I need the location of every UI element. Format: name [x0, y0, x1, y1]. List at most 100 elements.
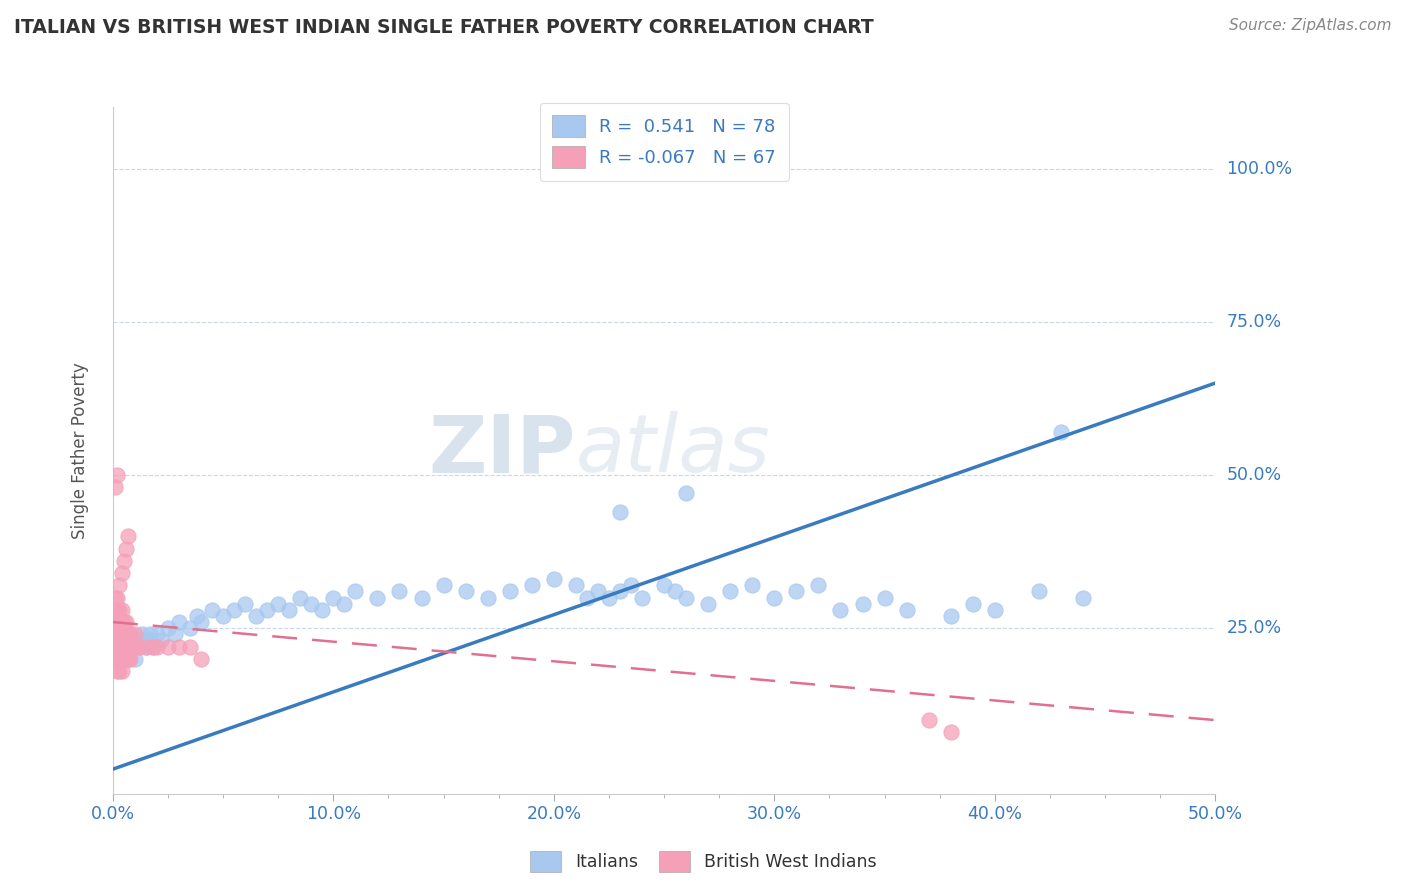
Point: [121, 640, 143, 654]
Point: [108, 615, 131, 629]
Point: [146, 627, 169, 641]
Point: [117, 646, 139, 660]
Point: [111, 615, 134, 629]
Text: ITALIAN VS BRITISH WEST INDIAN SINGLE FATHER POVERTY CORRELATION CHART: ITALIAN VS BRITISH WEST INDIAN SINGLE FA…: [14, 18, 873, 37]
Point: [124, 627, 146, 641]
Point: [233, 597, 256, 611]
Text: atlas: atlas: [576, 411, 770, 490]
Point: [108, 627, 131, 641]
Point: [105, 664, 128, 678]
Point: [105, 603, 128, 617]
Point: [167, 640, 190, 654]
Point: [101, 640, 124, 654]
Point: [984, 603, 1007, 617]
Point: [1071, 591, 1094, 605]
Point: [112, 640, 135, 654]
Point: [111, 640, 134, 654]
Point: [156, 640, 179, 654]
Point: [115, 541, 138, 556]
Point: [388, 584, 411, 599]
Point: [807, 578, 830, 592]
Point: [167, 615, 190, 629]
Point: [105, 640, 128, 654]
Point: [128, 640, 150, 654]
Text: 100.0%: 100.0%: [1226, 160, 1292, 178]
Point: [179, 621, 201, 635]
Point: [104, 640, 127, 654]
Point: [120, 640, 142, 654]
Point: [104, 615, 127, 629]
Point: [135, 640, 157, 654]
Point: [127, 633, 149, 648]
Point: [104, 603, 127, 617]
Point: [108, 578, 131, 592]
Point: [115, 640, 138, 654]
Point: [105, 627, 128, 641]
Point: [939, 609, 962, 624]
Point: [117, 652, 139, 666]
Point: [664, 584, 686, 599]
Point: [278, 603, 301, 617]
Point: [141, 640, 163, 654]
Point: [108, 640, 131, 654]
Point: [543, 572, 565, 586]
Point: [115, 640, 138, 654]
Point: [146, 640, 169, 654]
Point: [785, 584, 807, 599]
Point: [108, 640, 131, 654]
Point: [117, 627, 139, 641]
Point: [256, 603, 278, 617]
Point: [112, 640, 135, 654]
Point: [131, 627, 153, 641]
Point: [201, 603, 224, 617]
Point: [1028, 584, 1050, 599]
Point: [139, 627, 162, 641]
Point: [697, 597, 720, 611]
Point: [150, 633, 173, 648]
Point: [344, 584, 367, 599]
Text: 75.0%: 75.0%: [1226, 313, 1282, 331]
Point: [111, 652, 134, 666]
Point: [112, 627, 135, 641]
Point: [111, 627, 134, 641]
Point: [718, 584, 741, 599]
Point: [120, 627, 142, 641]
Point: [433, 578, 456, 592]
Point: [135, 640, 157, 654]
Point: [163, 627, 186, 641]
Point: [117, 627, 139, 641]
Point: [652, 578, 675, 592]
Point: [962, 597, 984, 611]
Legend: R =  0.541   N = 78, R = -0.067   N = 67: R = 0.541 N = 78, R = -0.067 N = 67: [540, 103, 789, 181]
Point: [104, 591, 127, 605]
Point: [105, 652, 128, 666]
Point: [267, 597, 290, 611]
Point: [105, 615, 128, 629]
Point: [115, 615, 138, 629]
Point: [939, 725, 962, 739]
Point: [686, 161, 709, 176]
Point: [111, 566, 134, 580]
Point: [741, 578, 763, 592]
Point: [111, 603, 134, 617]
Text: Source: ZipAtlas.com: Source: ZipAtlas.com: [1229, 18, 1392, 33]
Point: [311, 603, 333, 617]
Text: 25.0%: 25.0%: [1226, 619, 1282, 637]
Point: [190, 615, 212, 629]
Point: [1050, 425, 1073, 439]
Point: [299, 597, 322, 611]
Point: [108, 603, 131, 617]
Point: [115, 640, 138, 654]
Point: [121, 633, 143, 648]
Point: [156, 621, 179, 635]
Point: [896, 603, 918, 617]
Point: [132, 633, 155, 648]
Point: [520, 578, 543, 592]
Point: [128, 640, 150, 654]
Point: [105, 467, 128, 482]
Point: [245, 609, 267, 624]
Point: [675, 486, 697, 500]
Point: [120, 640, 142, 654]
Point: [609, 505, 631, 519]
Point: [124, 640, 146, 654]
